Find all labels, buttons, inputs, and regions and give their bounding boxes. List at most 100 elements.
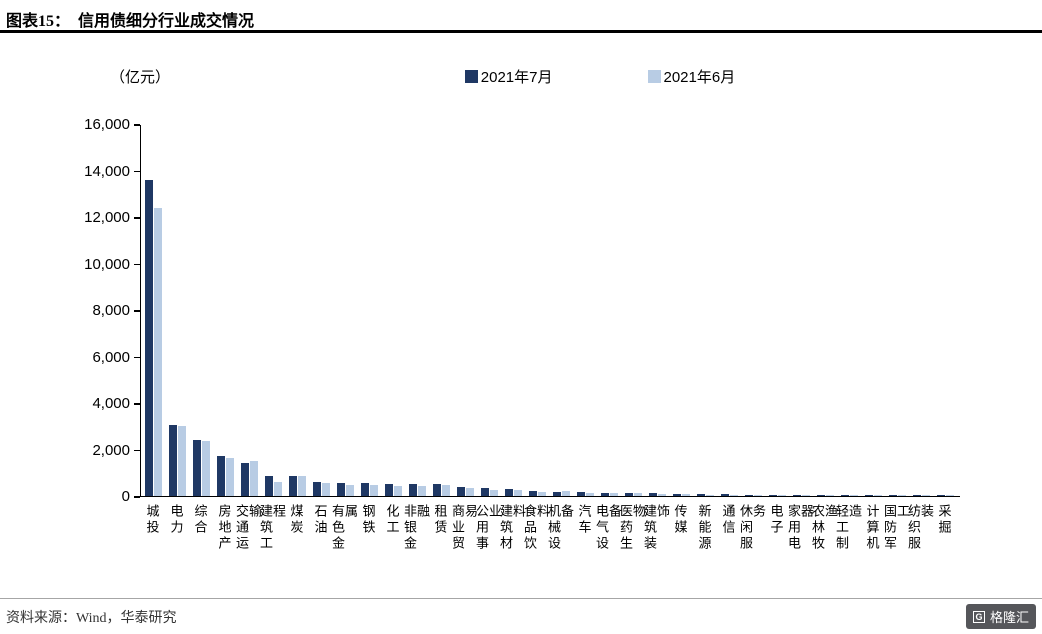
x-label-cell: 有色金属 <box>330 504 358 562</box>
x-label-cell: 国防军工 <box>882 504 910 562</box>
y-tick-mark <box>134 496 140 498</box>
bar-group <box>597 125 621 496</box>
figure-header: 图表15： 信用债细分行业成交情况 <box>6 7 254 31</box>
bar-group <box>933 125 957 496</box>
x-label-cell: 电子 <box>764 504 788 562</box>
x-axis-label: 采掘 <box>936 504 952 536</box>
bar-2021年7月-通信 <box>720 494 729 496</box>
bar-2021年6月-公用事业 <box>489 489 498 496</box>
bar-2021年7月-城投 <box>144 179 153 496</box>
bar-group <box>789 125 813 496</box>
bar-group <box>213 125 237 496</box>
bar-group <box>669 125 693 496</box>
x-label-cell: 医药生物 <box>618 504 646 562</box>
x-label-cell: 汽车 <box>572 504 596 562</box>
x-label-cell: 家用电器 <box>786 504 814 562</box>
bar-2021年6月-租赁 <box>441 484 450 496</box>
legend-item-july: 2021年7月 <box>464 66 553 87</box>
bar-2021年6月-纺织服装 <box>921 495 930 496</box>
y-tick-label: 4,000 <box>92 395 130 412</box>
bar-2021年7月-纺织服装 <box>912 495 921 496</box>
bar-group <box>477 125 501 496</box>
x-label-cell: 煤炭 <box>284 504 308 562</box>
x-axis-label: 电子 <box>768 504 784 536</box>
x-axis-label: 机械设备 <box>546 504 574 552</box>
bar-2021年6月-家用电器 <box>801 495 810 496</box>
x-label-cell: 纺织服装 <box>906 504 934 562</box>
bar-2021年7月-综合 <box>192 440 201 496</box>
bar-2021年7月-休闲服务 <box>744 494 753 496</box>
x-axis-label: 煤炭 <box>288 504 304 536</box>
x-axis-label: 房地产 <box>216 504 232 552</box>
bar-2021年7月-机械设备 <box>552 491 561 496</box>
bar-2021年6月-医药生物 <box>633 493 642 496</box>
bar-2021年7月-有色金属 <box>336 482 345 496</box>
bar-2021年7月-采掘 <box>936 495 945 496</box>
bar-2021年6月-房地产 <box>225 458 234 496</box>
x-axis-label: 轻工制造 <box>834 504 862 552</box>
figure-title: 信用债细分行业成交情况 <box>78 13 255 30</box>
x-axis-label: 非银金融 <box>402 504 430 552</box>
bar-group <box>237 125 261 496</box>
x-label-cell: 食品饮料 <box>522 504 550 562</box>
bar-2021年7月-电力 <box>168 425 177 496</box>
bar-2021年7月-钢铁 <box>360 483 369 496</box>
legend-label-june-2021: 2021年6月 <box>663 69 736 86</box>
y-tick-label: 14,000 <box>84 162 130 180</box>
bar-2021年6月-国防军工 <box>897 495 906 496</box>
gelonghui-logo-icon: G <box>972 610 985 623</box>
bar-2021年7月-建筑工程 <box>264 476 273 496</box>
bar-2021年6月-采掘 <box>945 495 954 496</box>
y-tick-label: 6,000 <box>92 348 130 366</box>
bar-2021年7月-建筑材料 <box>504 489 513 496</box>
bar-group <box>357 125 381 496</box>
bar-group <box>501 125 525 496</box>
bar-2021年6月-城投 <box>153 207 162 496</box>
bar-2021年6月-通信 <box>729 494 738 496</box>
x-axis-label: 汽车 <box>576 504 592 536</box>
x-label-cell: 新能源 <box>692 504 716 562</box>
x-label-cell: 建筑材料 <box>498 504 526 562</box>
bar-2021年6月-建筑工程 <box>273 482 282 496</box>
x-label-cell: 石油 <box>308 504 332 562</box>
chart-legend: 2021年7月 2021年6月 <box>190 66 1010 87</box>
bar-2021年6月-传媒 <box>681 494 690 496</box>
bar-2021年7月-房地产 <box>216 456 225 496</box>
x-label-cell: 建筑装饰 <box>642 504 670 562</box>
bar-group <box>429 125 453 496</box>
bar-2021年6月-有色金属 <box>345 484 354 496</box>
x-axis-label: 国防军工 <box>882 504 910 552</box>
bar-2021年7月-医药生物 <box>624 492 633 496</box>
bar-2021年6月-农林牧渔 <box>825 495 834 496</box>
bar-2021年6月-石油 <box>321 483 330 496</box>
bar-2021年7月-非银金融 <box>408 484 417 496</box>
x-axis-label: 建筑材料 <box>498 504 526 552</box>
x-axis-label: 食品饮料 <box>522 504 550 552</box>
bar-2021年7月-传媒 <box>672 493 681 496</box>
y-tick-mark <box>134 356 140 358</box>
bar-2021年6月-汽车 <box>585 492 594 496</box>
bar-2021年6月-煤炭 <box>297 476 306 496</box>
x-axis-label: 交通运输 <box>234 504 262 552</box>
x-label-cell: 电气设备 <box>594 504 622 562</box>
x-axis-label: 农林牧渔 <box>810 504 838 552</box>
x-axis-label: 医药生物 <box>618 504 646 552</box>
x-label-cell: 城投 <box>140 504 164 562</box>
y-tick-label: 0 <box>121 488 130 505</box>
bar-2021年7月-公用事业 <box>480 488 489 496</box>
bar-2021年6月-轻工制造 <box>849 495 858 496</box>
bar-group <box>645 125 669 496</box>
x-axis-label: 纺织服装 <box>906 504 934 552</box>
bar-group <box>405 125 429 496</box>
x-label-cell: 商业贸易 <box>450 504 478 562</box>
x-label-cell: 建筑工程 <box>258 504 286 562</box>
y-axis-unit-label: （亿元） <box>110 70 171 86</box>
bar-group <box>813 125 837 496</box>
bar-2021年6月-交通运输 <box>249 461 258 496</box>
bar-group <box>621 125 645 496</box>
x-axis-label: 传媒 <box>672 504 688 536</box>
bar-2021年7月-轻工制造 <box>840 495 849 496</box>
bar-group <box>453 125 477 496</box>
bar-2021年7月-计算机 <box>864 495 873 496</box>
y-tick-label: 16,000 <box>84 116 130 133</box>
